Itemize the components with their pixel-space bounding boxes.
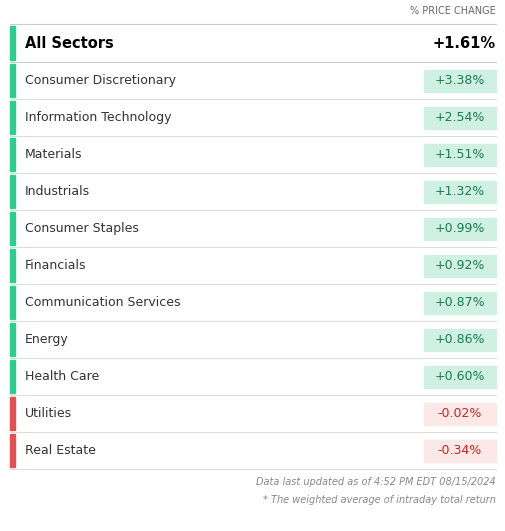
Text: Industrials: Industrials [25,185,90,198]
Bar [423,329,495,350]
Bar [10,434,15,467]
Bar [10,138,15,171]
Text: Financials: Financials [25,259,86,272]
Text: +3.38%: +3.38% [434,74,484,87]
Text: * The weighted average of intraday total return: * The weighted average of intraday total… [263,495,495,505]
Text: +0.86%: +0.86% [434,333,484,346]
Text: Communication Services: Communication Services [25,296,180,309]
Text: Energy: Energy [25,333,69,346]
Text: +0.60%: +0.60% [434,370,484,383]
Bar [423,181,495,202]
Text: +0.87%: +0.87% [434,296,484,309]
Text: +1.61%: +1.61% [432,36,495,50]
Text: -0.02%: -0.02% [437,407,481,420]
Text: Health Care: Health Care [25,370,99,383]
Text: Materials: Materials [25,148,82,161]
Bar [423,107,495,129]
Text: Consumer Discretionary: Consumer Discretionary [25,74,176,87]
Bar [10,249,15,282]
Bar [423,218,495,239]
Text: Utilities: Utilities [25,407,72,420]
Text: All Sectors: All Sectors [25,36,114,50]
Text: +0.92%: +0.92% [434,259,484,272]
Text: +0.99%: +0.99% [434,222,484,235]
Bar [423,440,495,461]
Bar [423,292,495,313]
Bar [423,254,495,277]
Bar [423,70,495,91]
Bar [10,360,15,393]
Bar [10,323,15,356]
Bar [423,365,495,388]
Text: +1.32%: +1.32% [434,185,484,198]
Bar [423,402,495,424]
Text: Information Technology: Information Technology [25,111,171,124]
Bar [10,26,15,60]
Text: % PRICE CHANGE: % PRICE CHANGE [410,6,495,16]
Text: +1.51%: +1.51% [434,148,484,161]
Text: Real Estate: Real Estate [25,444,95,457]
Bar [10,212,15,245]
Text: Data last updated as of 4:52 PM EDT 08/15/2024: Data last updated as of 4:52 PM EDT 08/1… [256,477,495,487]
Text: Consumer Staples: Consumer Staples [25,222,138,235]
Bar [10,175,15,208]
Text: -0.34%: -0.34% [437,444,481,457]
Bar [10,286,15,319]
Bar [10,397,15,430]
Bar [10,64,15,97]
Text: +2.54%: +2.54% [434,111,484,124]
Bar [10,101,15,134]
Bar [423,143,495,166]
